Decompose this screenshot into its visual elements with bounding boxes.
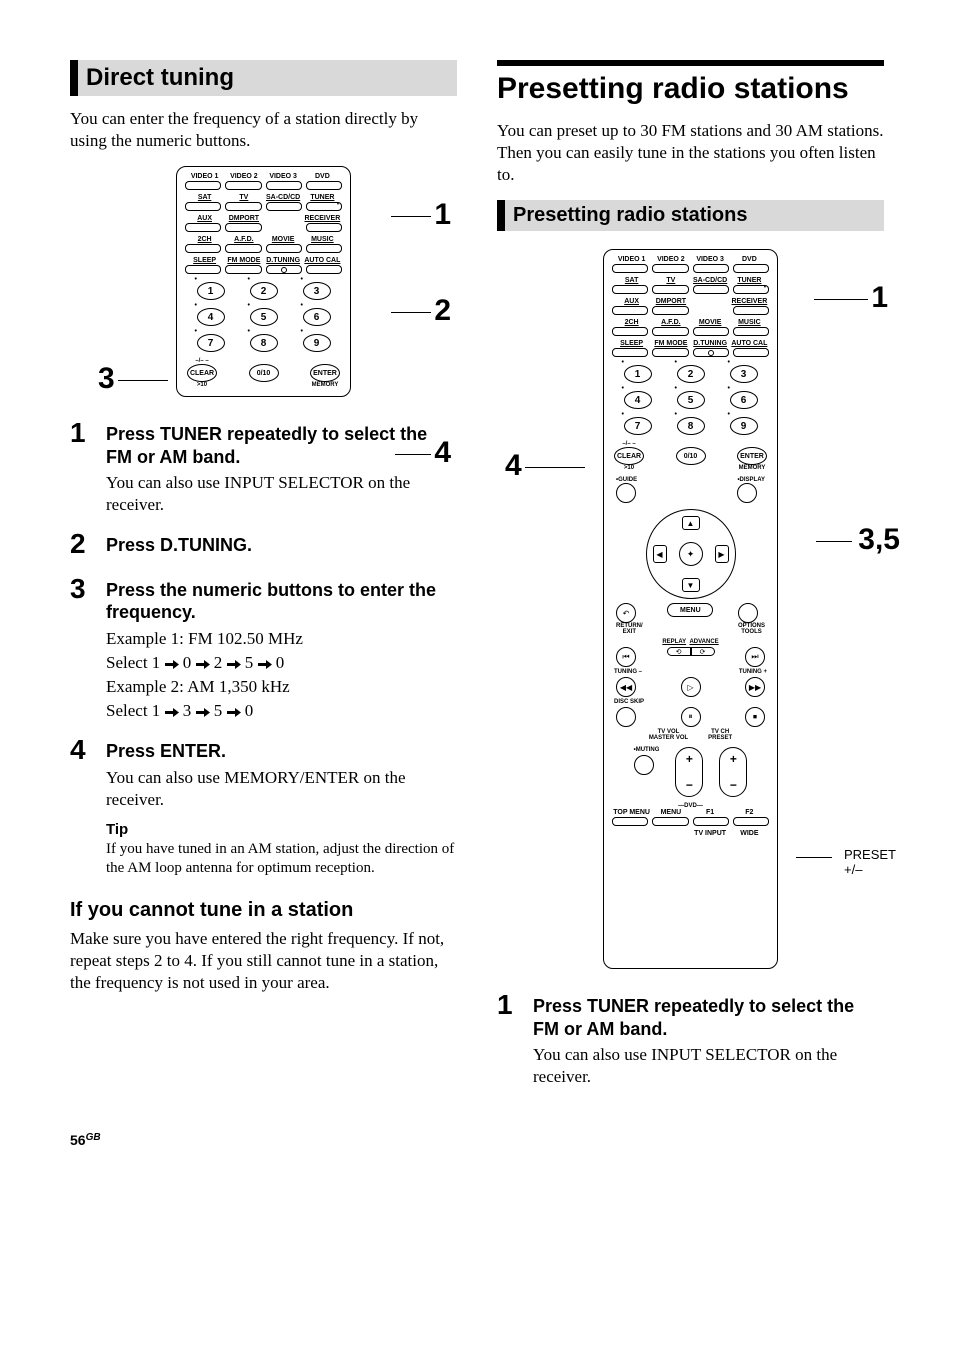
callout-4-right: 4 [505,449,522,483]
right-intro: You can preset up to 30 FM stations and … [497,120,884,186]
cannot-tune-heading: If you cannot tune in a station [70,899,457,922]
right-main-title: Presetting radio stations [497,72,884,106]
remote-diagram-right: 1 4 3,5 PRESET+/– VIDEO 1VIDEO 2VIDEO 3D… [497,249,884,969]
callout-4-left: 4 [434,436,451,470]
example-2-sequence: Select 1 3 5 0 [106,700,457,722]
page-number: 56GB [70,1132,884,1148]
step-2-left: 2 Press D.TUNING. [70,530,457,561]
callout-35-right: 3,5 [858,523,900,557]
cannot-tune-body: Make sure you have entered the right fre… [70,928,457,994]
right-section-title: Presetting radio stations [497,200,884,231]
callout-1-right: 1 [871,281,888,315]
example-1-sequence: Select 1 0 2 5 0 [106,652,457,674]
step-1-right: 1 Press TUNER repeatedly to select the F… [497,991,884,1088]
left-intro: You can enter the frequency of a station… [70,108,457,152]
remote-diagram-left: 1 2 3 4 VIDEO 1VIDEO 2VIDEO 3DVD SATTVSA… [70,166,457,397]
step-3-left: 3 Press the numeric buttons to enter the… [70,575,457,722]
callout-1-left: 1 [434,198,451,232]
preset-label: PRESET+/– [844,847,896,877]
callout-3-left: 3 [98,362,115,396]
step-4-left: 4 Press ENTER. You can also use MEMORY/E… [70,736,457,879]
left-section-title: Direct tuning [70,60,457,96]
callout-2-left: 2 [434,294,451,328]
dpad-icon: ▲▼◀▶ ✦ [646,509,736,599]
step-1-left: 1 Press TUNER repeatedly to select the F… [70,419,457,516]
